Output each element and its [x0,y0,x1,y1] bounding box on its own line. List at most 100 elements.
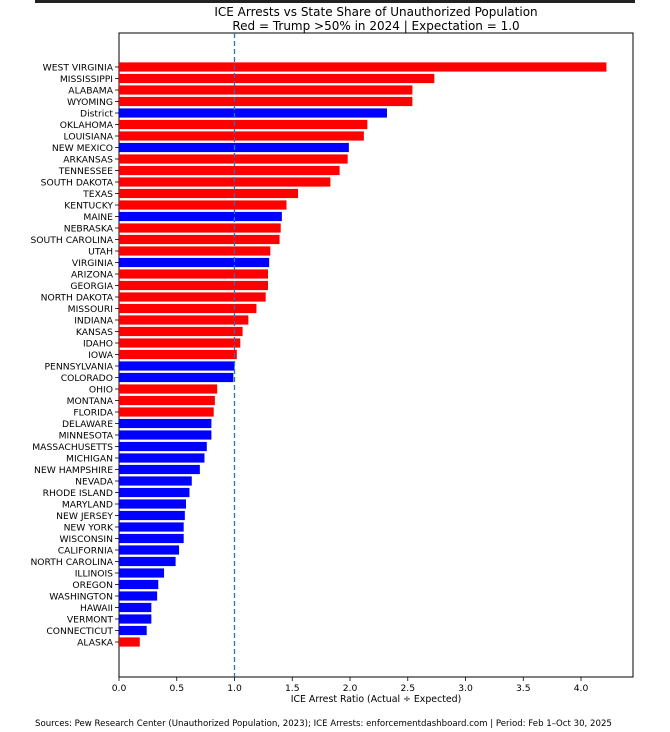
source-note: Sources: Pew Research Center (Unauthoriz… [35,719,612,729]
x-tick-label: 0.5 [169,683,184,694]
bar [119,384,218,394]
bar [119,614,152,624]
bar [119,499,186,509]
y-tick-label: ARKANSAS [63,154,113,165]
bar [119,453,205,463]
bar [119,303,257,314]
x-axis-label: ICE Arrest Ratio (Actual ÷ Expected) [291,694,462,705]
y-tick-label: MINNESOTA [59,430,114,441]
x-tick-label: 2.5 [400,683,415,694]
bar [119,292,266,302]
y-tick-label: RHODE ISLAND [43,488,113,499]
y-tick-label: MICHIGAN [66,453,113,464]
y-tick-label: DELAWARE [62,419,113,430]
bar [119,625,147,636]
y-tick-label: KANSAS [76,327,113,338]
x-tick-label: 3.0 [458,683,473,694]
y-tick-label: ARIZONA [71,269,114,280]
y-tick-label: VIRGINIA [72,258,114,269]
bar [119,326,243,337]
bar [119,338,241,348]
bar [119,154,348,164]
y-tick-label: MARYLAND [62,499,113,510]
bar [119,476,192,486]
y-tick-label: MISSOURI [68,304,113,315]
y-tick-label: KENTUCKY [64,200,113,211]
y-tick-label: NEW JERSEY [56,511,113,522]
y-tick-label: TEXAS [82,189,113,200]
y-tick-label: WEST VIRGINIA [43,62,114,73]
y-tick-label: WISCONSIN [59,534,113,545]
bar [119,269,269,279]
y-tick-labels: WEST VIRGINIAMISSISSIPPIALABAMAWYOMINGDi… [30,62,119,648]
bar [119,315,249,325]
bar [119,430,212,440]
y-tick-label: WYOMING [67,97,113,108]
x-ticks: 0.0 0.5 1.0 1.5 2.0 2.5 3.0 3.5 4.0 [112,677,589,694]
bar [119,602,152,613]
y-tick-label: MONTANA [67,396,114,407]
y-tick-label: District [80,108,113,119]
bar [119,637,140,647]
top-border-bar [35,0,635,3]
bar [119,510,185,521]
y-tick-label: NORTH CAROLINA [30,557,113,568]
bar [119,522,184,532]
y-tick-label: CONNECTICUT [46,626,113,637]
y-tick-label: OKLAHOMA [60,120,114,131]
bar [119,441,207,452]
y-tick-label: TENNESSEE [58,166,113,177]
bar [119,131,364,141]
y-tick-label: NEBRASKA [64,223,114,234]
y-tick-label: ALABAMA [68,85,113,96]
bar [119,246,271,256]
bar [119,62,607,72]
bar [119,591,158,601]
bar [119,361,235,371]
bar [119,280,269,291]
y-tick-label: HAWAII [80,603,113,614]
y-tick-label: INDIANA [74,315,114,326]
bar [119,349,237,360]
y-tick-label: LOUISIANA [64,131,114,142]
bar [119,464,200,475]
bar [119,545,180,555]
y-tick-label: IDAHO [83,338,113,349]
bar [119,108,387,118]
bar [119,200,287,210]
bar [119,73,435,84]
bar [119,372,234,383]
y-tick-label: SOUTH CAROLINA [30,235,113,246]
x-tick-label: 1.0 [227,683,242,694]
bar [119,85,413,95]
bar [119,568,165,578]
x-tick-label: 1.5 [285,683,300,694]
y-tick-label: UTAH [88,246,113,257]
x-tick-label: 2.0 [343,683,358,694]
x-tick-label: 0.0 [112,683,127,694]
bar [119,177,331,187]
y-tick-label: VERMONT [67,614,114,625]
y-tick-label: COLORADO [61,373,113,384]
y-tick-label: FLORIDA [73,407,113,418]
y-tick-label: NORTH DAKOTA [41,292,114,303]
y-tick-label: NEVADA [75,476,114,487]
bar [119,418,212,429]
y-tick-label: NEW YORK [64,522,114,533]
bar [119,188,299,199]
y-tick-label: MAINE [83,212,113,223]
bars-group [119,62,607,647]
bar [119,234,280,245]
y-tick-label: WASHINGTON [49,591,113,602]
bar [119,407,214,417]
y-tick-label: MASSACHUSETTS [32,442,113,453]
bar [119,211,282,222]
y-tick-label: ALASKA [77,637,114,648]
x-tick-label: 4.0 [574,683,589,694]
y-tick-label: SOUTH DAKOTA [41,177,114,188]
y-tick-label: OREGON [72,580,113,591]
bar [119,395,215,406]
chart-subtitle: Red = Trump >50% in 2024 | Expectation =… [232,19,519,33]
bar [119,487,190,498]
